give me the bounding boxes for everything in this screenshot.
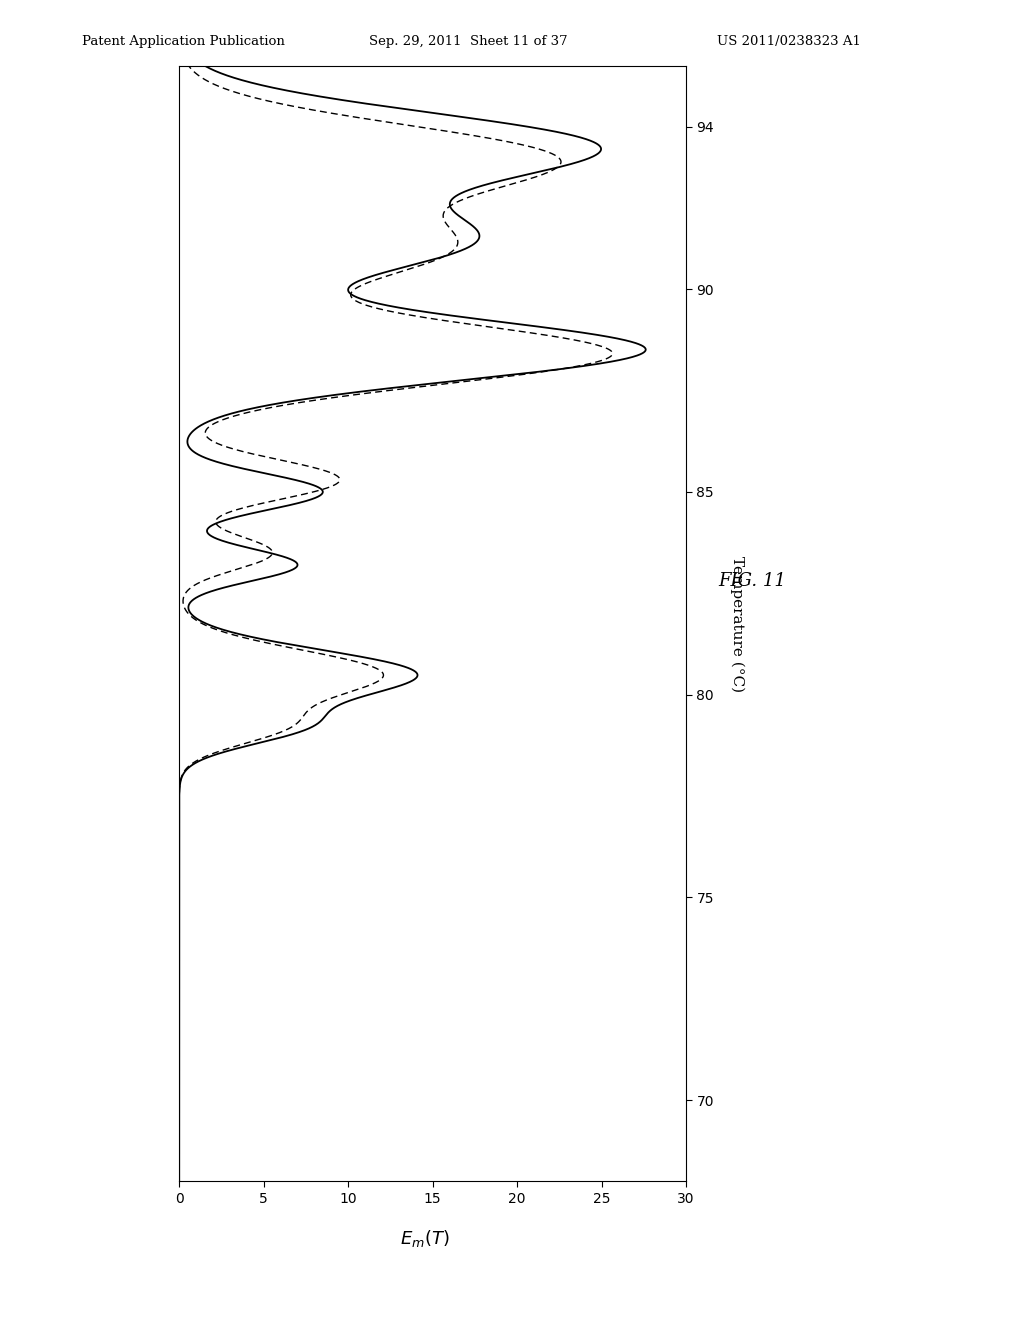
- Text: $E_m(T)$: $E_m(T)$: [400, 1228, 450, 1249]
- Text: Temperature (°C): Temperature (°C): [729, 556, 744, 692]
- Text: Sep. 29, 2011  Sheet 11 of 37: Sep. 29, 2011 Sheet 11 of 37: [369, 34, 567, 48]
- Text: US 2011/0238323 A1: US 2011/0238323 A1: [717, 34, 861, 48]
- Text: FIG. 11: FIG. 11: [719, 572, 786, 590]
- Text: Patent Application Publication: Patent Application Publication: [82, 34, 285, 48]
